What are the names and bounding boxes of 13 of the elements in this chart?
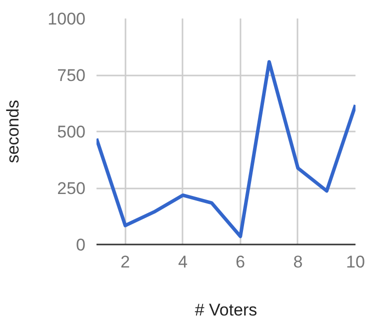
x-tick-label: 4 (178, 252, 188, 272)
y-tick-label: 250 (57, 179, 86, 198)
y-tick-label: 1000 (48, 10, 86, 28)
x-tick-label: 6 (236, 252, 246, 272)
y-tick-label: 500 (57, 122, 86, 142)
y-tick-label: 750 (57, 66, 86, 85)
x-axis-title: # Voters (194, 300, 258, 320)
y-tick-label: 0 (76, 236, 86, 254)
y-axis-title: seconds (4, 100, 23, 164)
x-tick-label: 2 (120, 252, 130, 272)
x-tick-label: 10 (346, 252, 365, 272)
x-tick-label: 8 (293, 252, 303, 272)
line-series (96, 60, 356, 238)
